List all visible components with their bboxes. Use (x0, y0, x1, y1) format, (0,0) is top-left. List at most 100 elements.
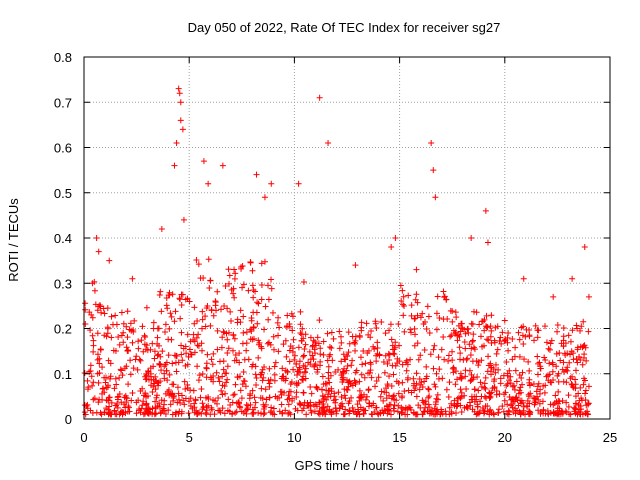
data-point (307, 356, 314, 363)
data-point (476, 321, 483, 328)
data-point (473, 411, 480, 418)
data-point (339, 400, 346, 407)
data-point (531, 401, 538, 408)
data-point (284, 312, 291, 319)
data-point (214, 288, 221, 295)
data-point (349, 333, 356, 340)
data-point (278, 401, 285, 408)
data-point (207, 411, 214, 418)
data-point (296, 366, 303, 373)
data-point (134, 366, 141, 373)
data-point (131, 317, 138, 324)
data-point (140, 398, 147, 405)
data-point (150, 325, 157, 332)
data-point (415, 402, 422, 409)
data-point (471, 386, 478, 393)
data-point (163, 294, 170, 301)
data-point (266, 365, 273, 372)
data-point (398, 298, 405, 305)
data-point (382, 330, 389, 337)
data-point (173, 139, 180, 146)
data-point (340, 351, 347, 358)
data-point (207, 374, 214, 381)
data-point (411, 325, 418, 332)
data-point (413, 370, 420, 377)
data-point (368, 374, 375, 381)
data-point (277, 388, 284, 395)
data-point (283, 353, 290, 360)
data-point (268, 285, 275, 292)
data-point (374, 339, 381, 346)
data-point (304, 402, 311, 409)
data-point (265, 377, 272, 384)
data-point (547, 340, 554, 347)
data-point (307, 384, 314, 391)
data-point (178, 342, 185, 349)
data-point (547, 401, 554, 408)
data-point (582, 390, 589, 397)
data-point (254, 320, 261, 327)
data-point (377, 409, 384, 416)
data-point (210, 312, 217, 319)
data-point (516, 371, 523, 378)
data-point (155, 382, 162, 389)
data-point (118, 332, 125, 339)
data-point (581, 244, 588, 251)
data-point (261, 326, 268, 333)
data-point (249, 336, 256, 343)
data-point (253, 309, 260, 316)
data-point (544, 372, 551, 379)
data-point (421, 346, 428, 353)
data-point (90, 342, 97, 349)
data-point (445, 394, 452, 401)
data-point (336, 328, 343, 335)
data-point (223, 379, 230, 386)
data-point (116, 341, 123, 348)
data-point (357, 394, 364, 401)
data-point (353, 367, 360, 374)
data-point (162, 321, 169, 328)
data-point (457, 374, 464, 381)
data-point (392, 344, 399, 351)
data-point (129, 389, 136, 396)
data-point (533, 388, 540, 395)
data-point (104, 324, 111, 331)
data-point (419, 384, 426, 391)
data-point (203, 360, 210, 367)
data-point (404, 376, 411, 383)
data-point (338, 358, 345, 365)
data-point (319, 373, 326, 380)
data-point (152, 373, 159, 380)
data-point (473, 393, 480, 400)
data-point (249, 282, 256, 289)
data-point (87, 327, 94, 334)
data-point (408, 329, 415, 336)
data-point (204, 351, 211, 358)
data-point (365, 347, 372, 354)
data-point (222, 283, 229, 290)
data-point (510, 398, 517, 405)
data-point (92, 301, 99, 308)
data-point (124, 308, 131, 315)
data-point (303, 411, 310, 418)
data-point (280, 341, 287, 348)
data-point (382, 352, 389, 359)
data-point (585, 328, 592, 335)
data-point (564, 364, 571, 371)
data-point (314, 366, 321, 373)
data-point (200, 158, 207, 165)
data-point (301, 352, 308, 359)
data-point (341, 392, 348, 399)
data-point (385, 406, 392, 413)
data-point (319, 392, 326, 399)
data-point (433, 326, 440, 333)
data-point (308, 390, 315, 397)
data-point (499, 329, 506, 336)
data-point (328, 329, 335, 336)
data-point (387, 321, 394, 328)
data-point (126, 408, 133, 415)
data-point (220, 328, 227, 335)
data-point (503, 382, 510, 389)
data-point (328, 388, 335, 395)
data-point (434, 293, 441, 300)
